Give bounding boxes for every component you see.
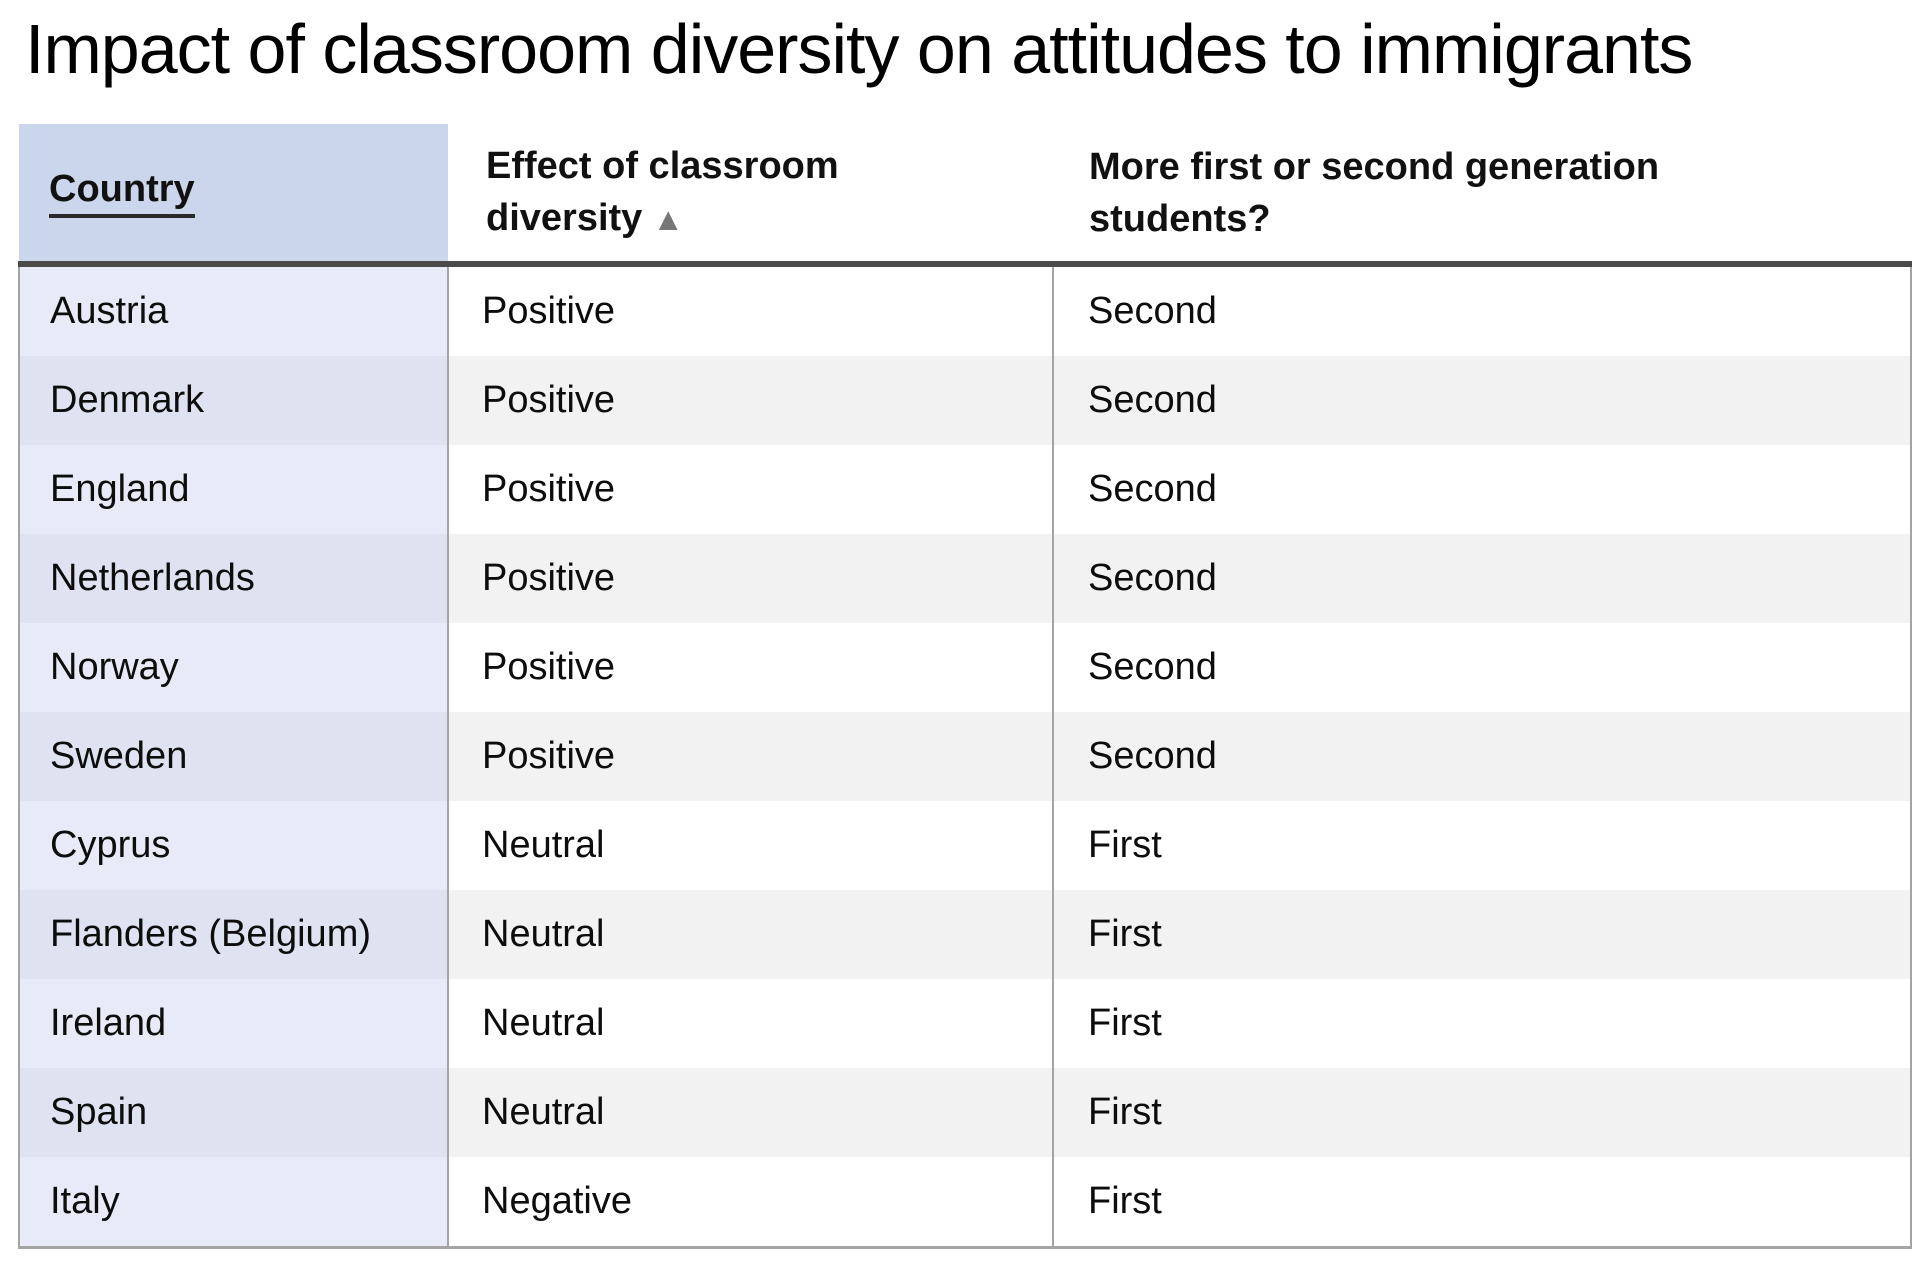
cell-generation: First bbox=[1053, 801, 1912, 890]
cell-effect: Positive bbox=[448, 534, 1054, 623]
cell-effect: Neutral bbox=[448, 890, 1054, 979]
cell-generation: First bbox=[1053, 1068, 1912, 1157]
cell-effect: Neutral bbox=[448, 801, 1054, 890]
cell-country: Norway bbox=[18, 623, 449, 712]
table-row: Sweden Positive Second bbox=[18, 712, 1912, 801]
sort-ascending-icon[interactable]: ▲ bbox=[652, 201, 684, 237]
cell-effect: Neutral bbox=[448, 1068, 1054, 1157]
table-row: Netherlands Positive Second bbox=[18, 534, 1912, 623]
cell-country: England bbox=[18, 445, 449, 534]
page-title: Impact of classroom diversity on attitud… bbox=[25, 10, 1693, 88]
cell-generation: Second bbox=[1053, 445, 1912, 534]
table-row: Spain Neutral First bbox=[18, 1068, 1912, 1157]
table-row: England Positive Second bbox=[18, 445, 1912, 534]
table-row: Cyprus Neutral First bbox=[18, 801, 1912, 890]
table-row: Denmark Positive Second bbox=[18, 356, 1912, 445]
column-header-effect[interactable]: Effect of classroom diversity ▲ bbox=[448, 124, 1053, 267]
cell-country: Ireland bbox=[18, 979, 449, 1068]
cell-country: Sweden bbox=[18, 712, 449, 801]
header-row: Country Effect of classroom diversity ▲ M… bbox=[19, 124, 1911, 267]
cell-generation: First bbox=[1053, 979, 1912, 1068]
table-row: Norway Positive Second bbox=[18, 623, 1912, 712]
cell-country: Austria bbox=[18, 264, 449, 356]
column-header-generation-label[interactable]: More first or second generation students… bbox=[1089, 145, 1660, 240]
cell-country: Flanders (Belgium) bbox=[18, 890, 449, 979]
cell-generation: Second bbox=[1053, 623, 1912, 712]
cell-generation: Second bbox=[1053, 356, 1912, 445]
cell-generation: First bbox=[1053, 1157, 1912, 1249]
cell-effect: Negative bbox=[448, 1157, 1054, 1249]
cell-effect: Positive bbox=[448, 264, 1054, 356]
cell-generation: Second bbox=[1053, 712, 1912, 801]
cell-generation: Second bbox=[1053, 264, 1912, 356]
table-row: Ireland Neutral First bbox=[18, 979, 1912, 1068]
cell-country: Spain bbox=[18, 1068, 449, 1157]
cell-effect: Positive bbox=[448, 445, 1054, 534]
table-row: Austria Positive Second bbox=[18, 264, 1912, 356]
table-body: Austria Positive Second Denmark Positive… bbox=[18, 264, 1912, 1249]
cell-country: Cyprus bbox=[18, 801, 449, 890]
column-header-generation[interactable]: More first or second generation students… bbox=[1053, 124, 1911, 267]
cell-effect: Neutral bbox=[448, 979, 1054, 1068]
cell-effect: Positive bbox=[448, 623, 1054, 712]
cell-effect: Positive bbox=[448, 356, 1054, 445]
column-header-country[interactable]: Country bbox=[19, 124, 448, 267]
cell-country: Denmark bbox=[18, 356, 449, 445]
table-row: Italy Negative First bbox=[18, 1157, 1912, 1249]
cell-generation: Second bbox=[1053, 534, 1912, 623]
cell-country: Italy bbox=[18, 1157, 449, 1249]
cell-generation: First bbox=[1053, 890, 1912, 979]
column-header-effect-label[interactable]: Effect of classroom diversity bbox=[486, 145, 839, 239]
column-header-country-label[interactable]: Country bbox=[49, 167, 195, 218]
page: Impact of classroom diversity on attitud… bbox=[0, 14, 1920, 1277]
diversity-table: Country Effect of classroom diversity ▲ M… bbox=[18, 124, 1912, 1249]
cell-effect: Positive bbox=[448, 712, 1054, 801]
table-row: Flanders (Belgium) Neutral First bbox=[18, 890, 1912, 979]
cell-country: Netherlands bbox=[18, 534, 449, 623]
